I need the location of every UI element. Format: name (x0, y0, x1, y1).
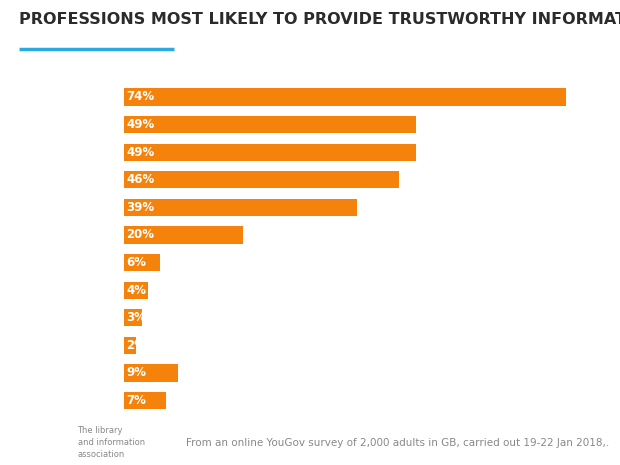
Bar (124, 199, 356, 216)
Text: 74%: 74% (126, 91, 154, 104)
Text: 49%: 49% (126, 118, 154, 131)
Bar (124, 254, 160, 271)
Bar (124, 226, 243, 244)
Text: 9%: 9% (126, 366, 146, 379)
Text: 4%: 4% (126, 284, 146, 297)
Text: The library
and information
association: The library and information association (78, 426, 144, 459)
Text: 39%: 39% (126, 201, 154, 214)
Bar (124, 365, 178, 381)
Bar (124, 337, 136, 354)
Text: 49%: 49% (126, 146, 154, 159)
Text: 7%: 7% (126, 394, 146, 407)
Text: 46%: 46% (126, 173, 154, 186)
Bar (124, 282, 148, 299)
Bar (124, 309, 142, 326)
Text: CILIP: CILIP (27, 437, 63, 449)
Text: From an online YouGov survey of 2,000 adults in GB, carried out 19-22 Jan 2018,.: From an online YouGov survey of 2,000 ad… (186, 438, 609, 448)
Bar (124, 116, 417, 133)
Text: 2%: 2% (126, 339, 146, 352)
Text: 20%: 20% (126, 228, 154, 241)
Text: PROFESSIONS MOST LIKELY TO PROVIDE TRUSTWORTHY INFORMATION: PROFESSIONS MOST LIKELY TO PROVIDE TRUST… (19, 12, 620, 27)
Bar (124, 171, 399, 188)
Bar (124, 144, 417, 161)
Text: 3%: 3% (126, 311, 146, 324)
Bar (124, 88, 565, 106)
Bar (124, 392, 166, 409)
Text: 6%: 6% (126, 256, 146, 269)
